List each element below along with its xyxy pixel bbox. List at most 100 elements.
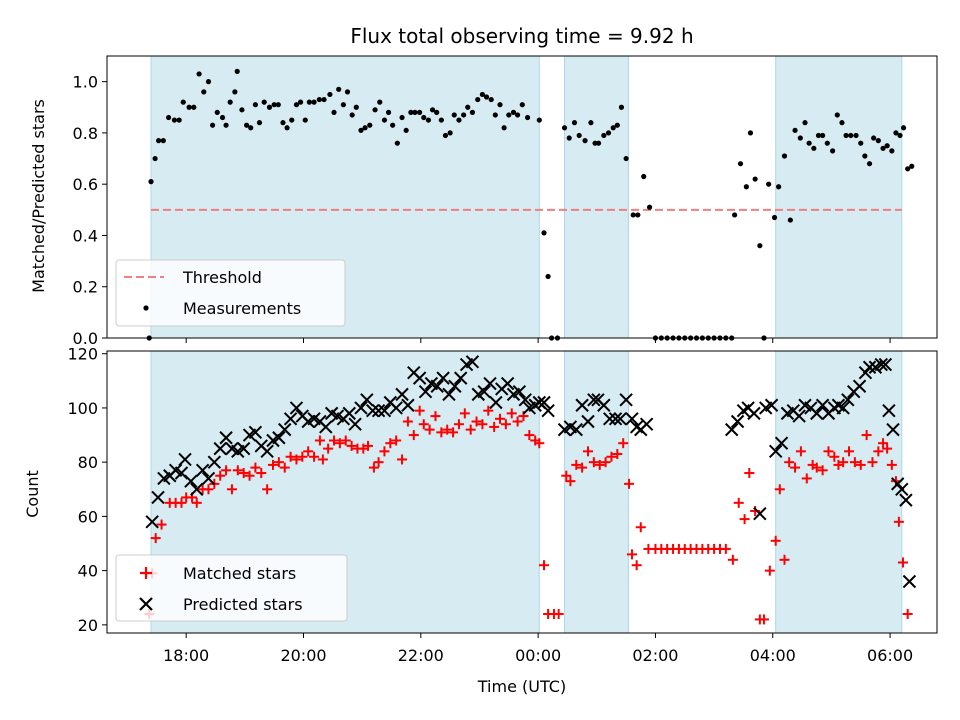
predicted-star-mark: [878, 357, 893, 372]
measurement-point: [839, 120, 845, 126]
predicted-star-mark: [483, 376, 497, 391]
bottom-legend: Matched stars Predicted stars: [115, 554, 348, 622]
measurement-point: [390, 122, 396, 128]
matched-star-point: [612, 449, 623, 460]
y-tick-label: 100: [67, 399, 98, 418]
measurement-point: [757, 243, 763, 249]
predicted-star-point: [272, 431, 286, 445]
x-tick-label: 18:00: [163, 646, 209, 665]
bottom-y-axis-ticks: 20 40 60 80 100 120: [67, 345, 107, 635]
measurement-point: [438, 117, 444, 123]
measurement-point: [266, 104, 273, 110]
y-tick-label: 0.0: [73, 329, 98, 348]
predicted-star-point: [483, 376, 497, 391]
predicted-star-mark: [810, 406, 824, 421]
predicted-star-mark: [852, 379, 867, 393]
measurement-point: [353, 104, 359, 110]
predicted-star-point: [207, 455, 222, 469]
measurement-point: [327, 91, 333, 98]
predicted-star-point: [753, 506, 767, 521]
predicted-star-mark: [902, 574, 917, 589]
measurement-point: [171, 117, 178, 123]
matched-star-point: [720, 543, 731, 554]
matched-star-point: [902, 609, 913, 620]
y-tick-label: 60: [78, 507, 98, 526]
predicted-star-mark: [366, 403, 380, 418]
measurement-point: [465, 104, 471, 110]
matched-star-point: [878, 438, 889, 449]
measurement-point: [412, 109, 418, 115]
bottom-x-axis-ticks: 18:00 20:00 22:00 00:00 02:00 04:00 06:00: [163, 633, 913, 665]
measurement-point: [905, 166, 911, 172]
predicted-star-point: [587, 393, 601, 407]
predicted-star-point: [899, 493, 913, 507]
predicted-star-mark: [207, 455, 222, 469]
measurement-point: [541, 230, 547, 236]
measurement-point: [747, 130, 754, 136]
predicted-star-point: [886, 422, 900, 437]
predicted-star-mark: [184, 474, 198, 488]
x-tick-label: 02:00: [632, 646, 678, 665]
matched-star-point: [739, 514, 750, 525]
measurement-point: [506, 112, 512, 118]
predicted-star-point: [366, 403, 380, 418]
measurement-point: [880, 145, 886, 151]
measurement-point: [820, 132, 826, 139]
predicted-star-point: [597, 398, 611, 412]
measurement-point: [201, 89, 207, 95]
measurement-point: [306, 99, 312, 105]
matched-star-point: [795, 446, 806, 457]
predicted-star-mark: [418, 384, 433, 399]
matched-star-point: [631, 560, 642, 571]
matched-star-point: [893, 516, 904, 527]
predicted-star-mark: [272, 431, 286, 445]
measurement-point: [336, 86, 342, 92]
matched-star-point: [262, 484, 273, 495]
matched-star-point: [512, 416, 523, 427]
chart-title: Flux total observing time = 9.92 h: [350, 24, 693, 48]
predicted-star-mark: [190, 482, 204, 496]
predicted-star-point: [248, 425, 263, 440]
matched-star-point: [402, 416, 413, 427]
matched-star-point: [215, 470, 226, 481]
predicted-star-mark: [587, 393, 601, 407]
matched-star-point: [790, 462, 801, 473]
matched-star-point: [873, 446, 884, 457]
matched-star-point: [191, 497, 202, 508]
measurement-point: [766, 181, 772, 187]
matched-star-point: [779, 554, 790, 565]
measurement-point: [408, 109, 414, 115]
predicted-star-point: [489, 395, 503, 410]
top-x-axis-ticks: [185, 338, 891, 343]
predicted-star-point: [836, 401, 850, 415]
measurement-point: [293, 102, 300, 108]
measurement-point: [605, 130, 612, 136]
predicted-star-mark: [597, 398, 611, 412]
predicted-star-mark: [283, 412, 298, 426]
y-tick-label: 40: [78, 562, 98, 581]
predicted-star-mark: [724, 422, 739, 437]
observing-interval: [775, 351, 902, 633]
measurement-point: [510, 109, 517, 115]
measurement-point: [349, 112, 355, 118]
measurement-point: [152, 155, 158, 162]
matched-star-point: [483, 405, 494, 416]
measurement-point: [497, 102, 503, 108]
measurement-point: [275, 102, 281, 108]
predicted-star-point: [512, 384, 527, 399]
predicted-star-point: [874, 357, 888, 372]
measurement-point: [515, 112, 521, 118]
measurement-point: [576, 132, 582, 139]
predicted-star-point: [792, 409, 806, 423]
measurement-point: [588, 120, 594, 126]
matched-star-point: [408, 430, 419, 441]
matched-star-point: [582, 446, 593, 457]
measurement-point: [362, 125, 368, 131]
predicted-star-mark: [512, 384, 527, 399]
matched-star-point: [606, 451, 617, 462]
predicted-star-point: [201, 471, 216, 486]
predicted-star-point: [537, 395, 551, 410]
measurement-point: [601, 132, 607, 139]
predicted-star-mark: [465, 355, 480, 369]
matched-star-point: [436, 427, 447, 438]
